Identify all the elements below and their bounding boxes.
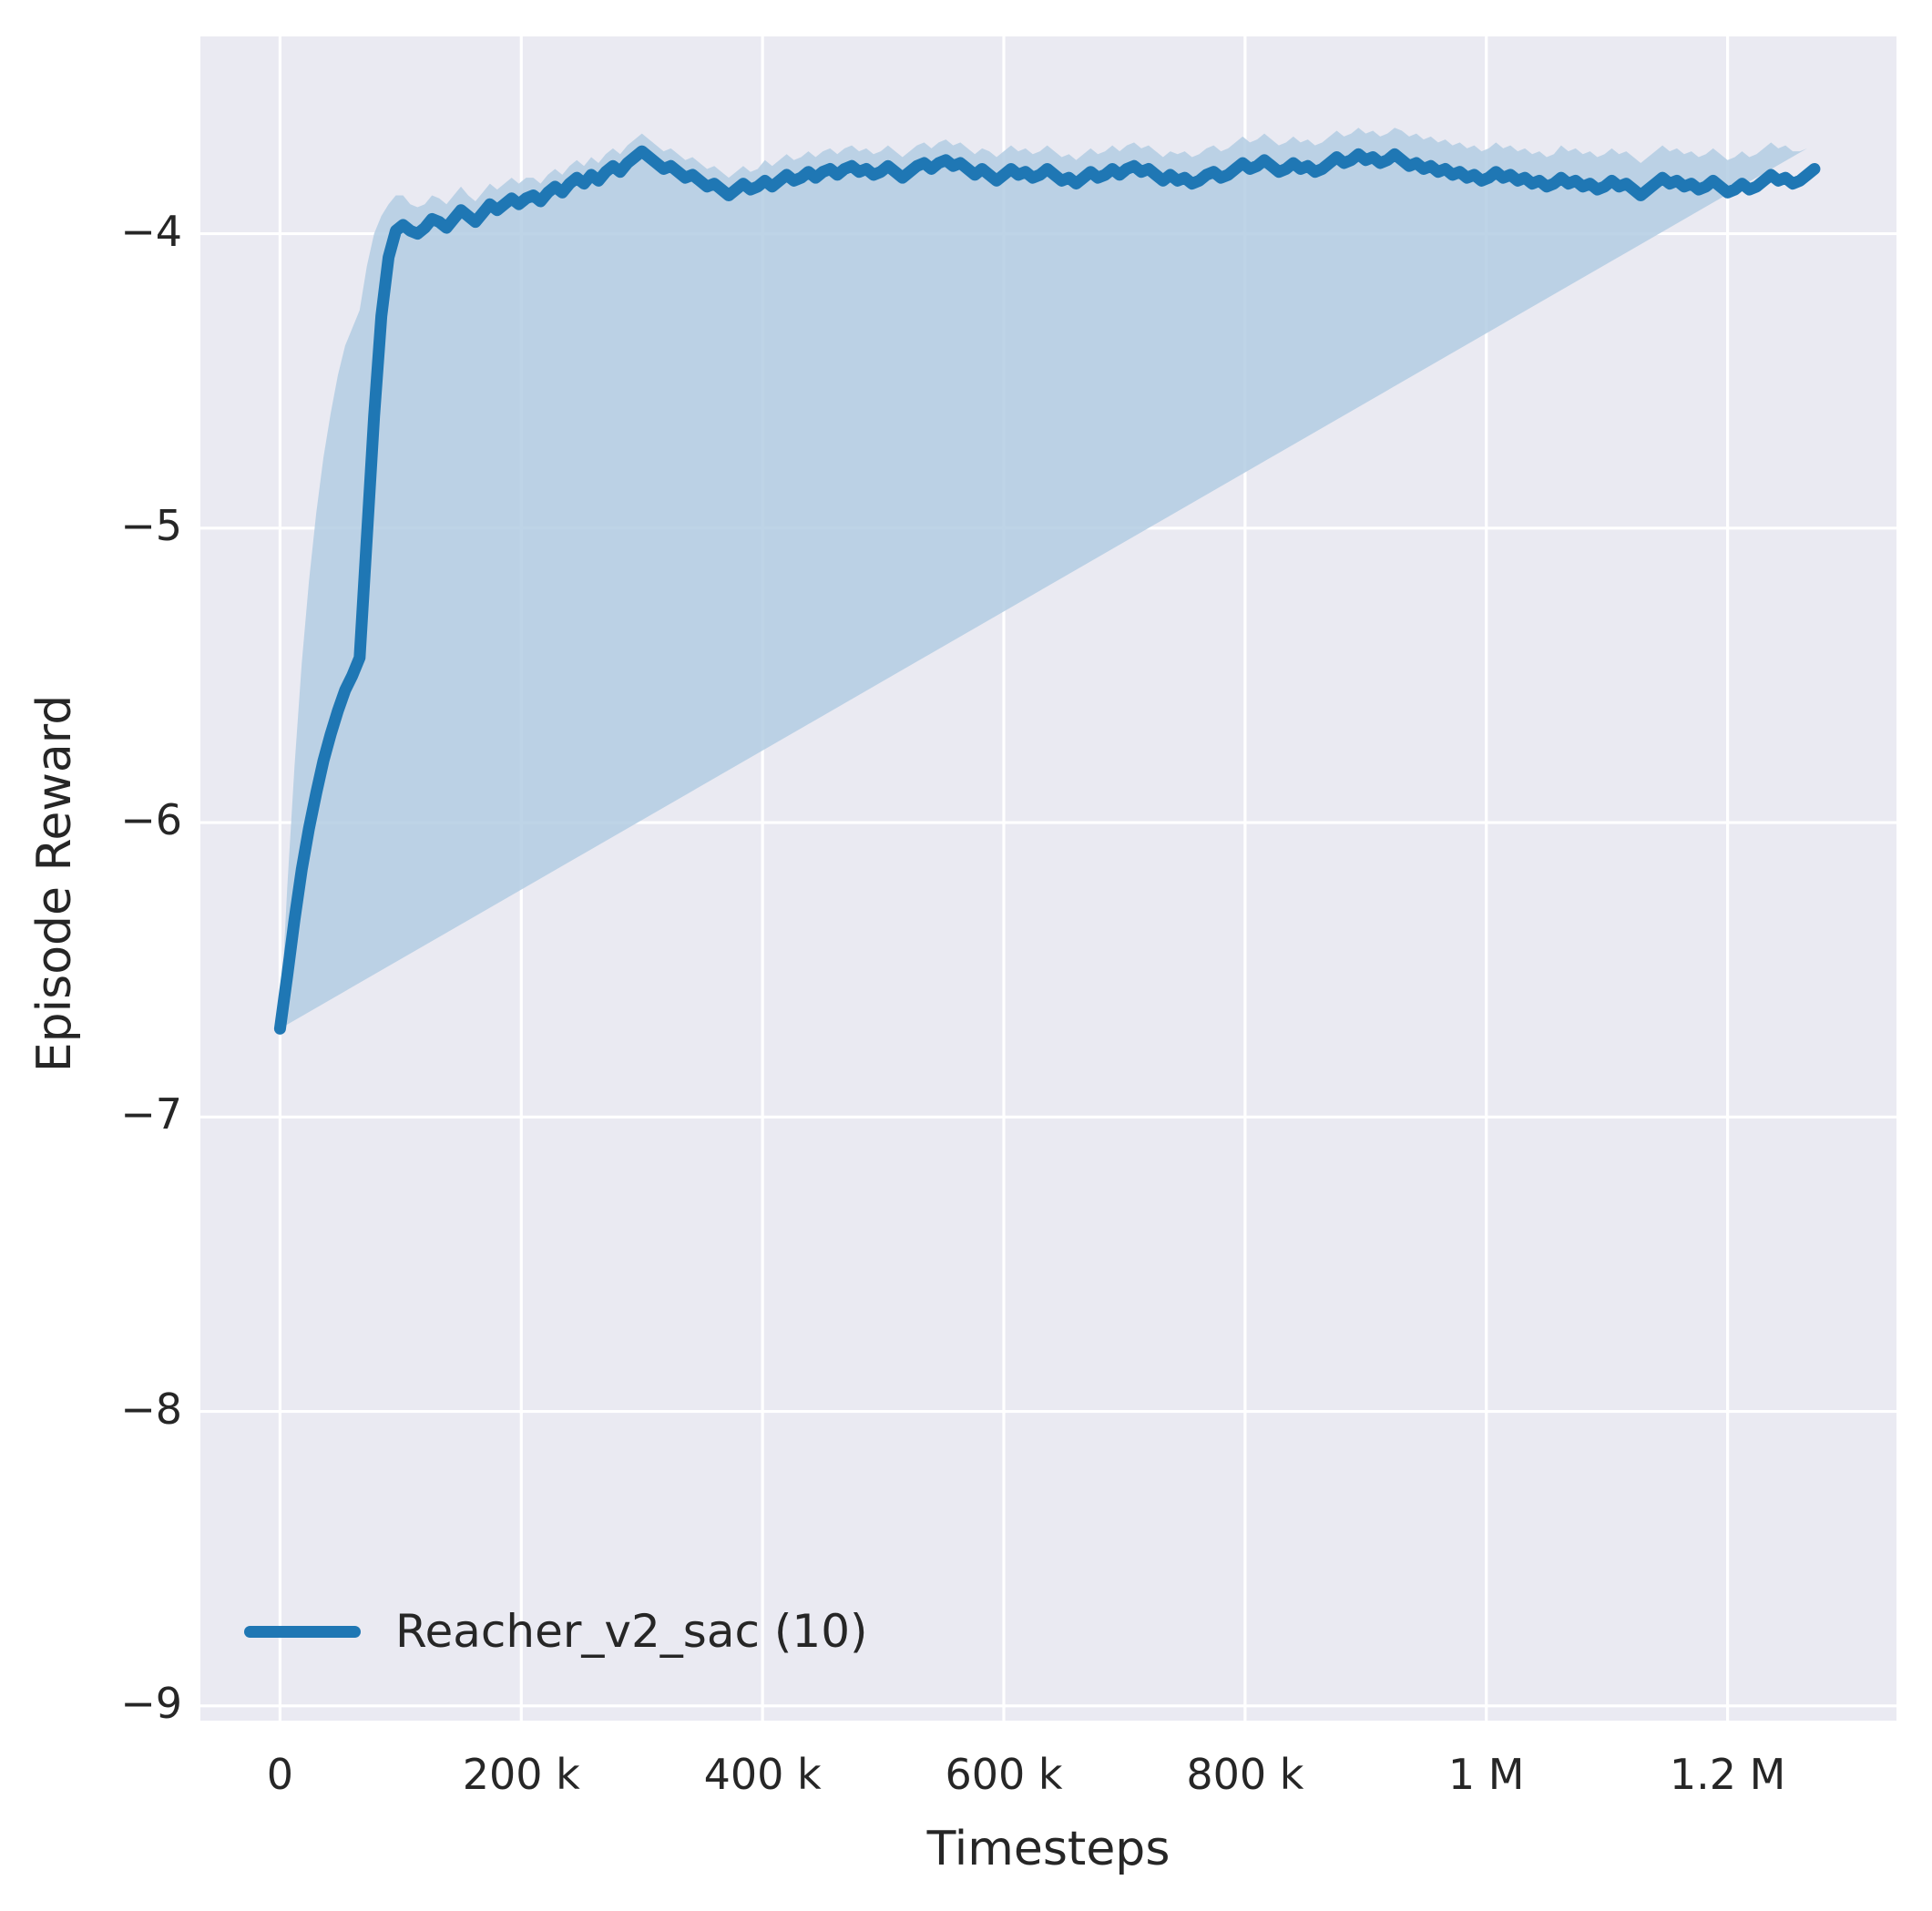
- x-axis-title: Timesteps: [926, 1822, 1170, 1876]
- x-tick-label: 400 k: [703, 1750, 822, 1799]
- y-axis-title: Episode Reward: [27, 694, 82, 1073]
- plot-area: [200, 36, 1896, 1721]
- x-tick-label: 0: [266, 1750, 294, 1799]
- y-tick-label: −5: [120, 500, 182, 550]
- x-tick-label: 600 k: [945, 1750, 1063, 1799]
- y-tick-label: −4: [120, 206, 182, 256]
- legend-swatch-reacher-v2-sac: [244, 1625, 361, 1638]
- legend-label-reacher-v2-sac: Reacher_v2_sac (10): [395, 1605, 868, 1658]
- y-tick-label: −8: [120, 1384, 182, 1434]
- y-tick-label: −7: [120, 1089, 182, 1139]
- x-tick-label: 1.2 M: [1669, 1750, 1786, 1799]
- series-line: [273, 145, 1821, 1035]
- confidence-band: [280, 128, 1807, 1029]
- chart-legend[interactable]: Reacher_v2_sac (10): [244, 1605, 868, 1658]
- y-tick-label: −6: [120, 795, 182, 845]
- x-tick-label: 1 M: [1447, 1750, 1525, 1799]
- x-tick-label: 200 k: [462, 1750, 580, 1799]
- x-tick-label: 800 k: [1186, 1750, 1304, 1799]
- y-tick-label: −9: [120, 1678, 182, 1728]
